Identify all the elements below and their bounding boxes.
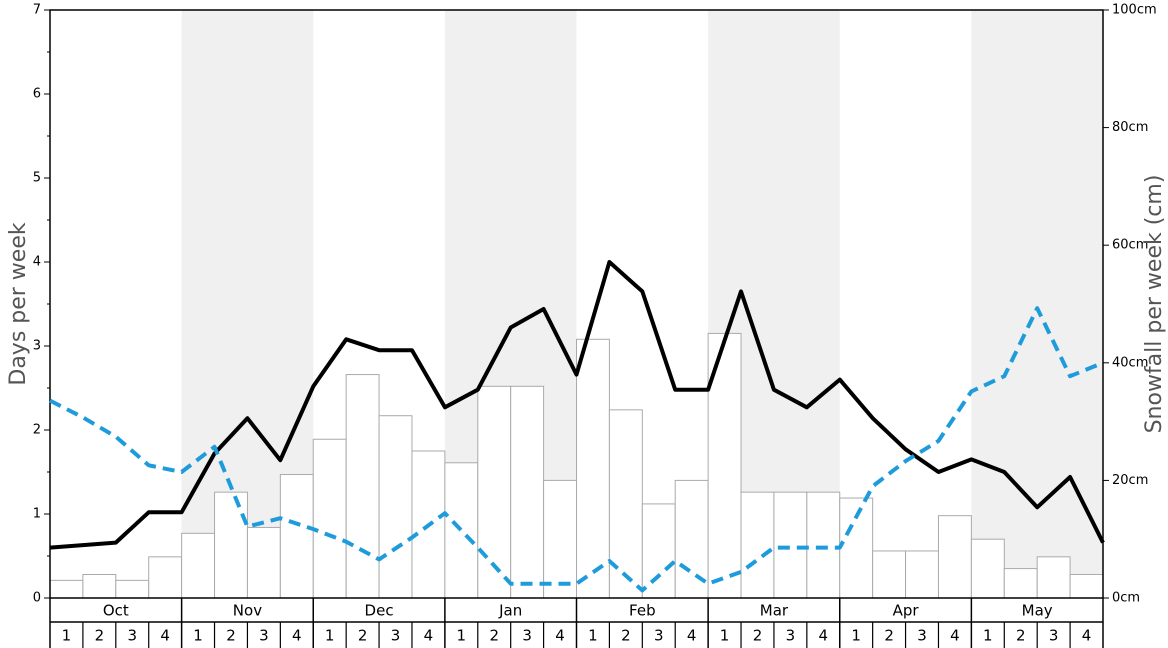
left-tick-label: 6 <box>33 87 41 102</box>
week-label: 1 <box>720 627 730 645</box>
month-label: Jan <box>498 602 522 620</box>
week-label: 1 <box>325 627 335 645</box>
snowfall-bar <box>181 532 216 599</box>
left-tick-label: 0 <box>33 591 41 606</box>
week-label: 1 <box>588 627 598 645</box>
snowfall-bar <box>905 550 939 599</box>
left-tick-label: 1 <box>33 507 41 522</box>
month-label: Apr <box>893 602 920 620</box>
snowfall-bar <box>1003 568 1038 599</box>
month-shading <box>181 10 1103 598</box>
right-tick-label: 40cm <box>1112 355 1148 370</box>
snowfall-bar <box>970 538 1005 599</box>
week-label: 4 <box>292 627 302 645</box>
snowfall-bar <box>444 462 479 599</box>
day-lines <box>49 260 1105 593</box>
week-label: 4 <box>819 627 829 645</box>
week-label: 4 <box>555 627 565 645</box>
week-label: 2 <box>753 627 763 645</box>
week-label: 3 <box>1049 627 1059 645</box>
week-label: 2 <box>1016 627 1026 645</box>
week-label: 2 <box>226 627 236 645</box>
snowfall-bar <box>608 409 643 599</box>
right-axis: 0cm 20cm 40cm 60cm 80cm 100cm <box>1103 3 1157 606</box>
dashed-day-line <box>49 306 1104 593</box>
week-label: 2 <box>884 627 894 645</box>
week-label: 1 <box>62 627 72 645</box>
month-label: Nov <box>233 602 262 620</box>
week-label: 4 <box>687 627 697 645</box>
right-tick-label: 60cm <box>1112 238 1148 253</box>
week-label: 2 <box>489 627 499 645</box>
week-label: 2 <box>95 627 105 645</box>
week-label: 2 <box>621 627 631 645</box>
week-label: 3 <box>786 627 796 645</box>
week-label: 1 <box>193 627 203 645</box>
snowfall-bar <box>543 479 577 599</box>
snowfall-bar <box>576 338 610 599</box>
left-tick-label: 5 <box>33 171 41 186</box>
week-label: 4 <box>424 627 434 645</box>
snowfall-bar <box>806 491 841 599</box>
left-tick-label: 3 <box>33 339 41 354</box>
month-shade <box>971 10 1103 598</box>
snowfall-bar <box>279 474 314 599</box>
right-tick-label: 100cm <box>1112 3 1157 18</box>
month-label: May <box>1022 602 1053 620</box>
snowfall-bar <box>1069 573 1104 599</box>
left-tick-label: 7 <box>33 3 41 18</box>
month-label: Oct <box>103 602 129 620</box>
snowfall-bar <box>641 503 676 599</box>
snowfall-bar <box>345 374 380 599</box>
snowfall-bar <box>82 573 117 599</box>
week-label: 3 <box>917 627 927 645</box>
snowfall-bar <box>378 415 413 599</box>
snowfall-bar <box>740 491 775 599</box>
week-label: 3 <box>127 627 137 645</box>
week-label: 1 <box>457 627 467 645</box>
snowfall-bar <box>773 491 808 599</box>
month-label: Mar <box>760 602 789 620</box>
snowfall-bar <box>214 491 248 599</box>
week-label: 3 <box>259 627 269 645</box>
snowfall-bar <box>872 550 907 599</box>
right-tick-label: 80cm <box>1112 120 1148 135</box>
week-label: 3 <box>522 627 532 645</box>
week-label: 1 <box>983 627 993 645</box>
snowfall-bar <box>1036 556 1071 599</box>
y2-axis-title: Snowfall per week (cm) <box>1142 175 1167 434</box>
solid-day-line <box>49 260 1105 550</box>
week-label: 4 <box>1082 627 1092 645</box>
snowfall-bar <box>937 515 972 599</box>
month-label: Dec <box>365 602 394 620</box>
right-tick-label: 0cm <box>1112 591 1140 606</box>
snowfall-bar <box>246 526 281 599</box>
snowfall-bar <box>148 556 183 599</box>
left-axis: 0 1 2 3 4 5 6 7 <box>33 3 50 606</box>
y-axis-title: Days per week <box>6 222 31 385</box>
week-label: 2 <box>358 627 368 645</box>
week-label: 4 <box>160 627 170 645</box>
snowfall-bar <box>312 438 347 599</box>
month-label: Feb <box>629 602 656 620</box>
snowfall-bar <box>510 385 545 599</box>
left-tick-label: 4 <box>33 255 41 270</box>
week-label: 3 <box>654 627 664 645</box>
bottom-axis: Oct 1 2 3 4 Nov 1 2 3 4 Dec 1 2 3 4 Jan 1 2 3 4 Feb 1 2 3 4 Mar 1 2… <box>49 598 1104 648</box>
week-label: 1 <box>851 627 861 645</box>
snowfall-bar <box>115 579 150 599</box>
week-label: 3 <box>391 627 401 645</box>
week-label: 4 <box>950 627 960 645</box>
left-tick-label: 2 <box>33 423 41 438</box>
right-tick-label: 20cm <box>1112 473 1148 488</box>
snowfall-bar <box>49 579 84 599</box>
